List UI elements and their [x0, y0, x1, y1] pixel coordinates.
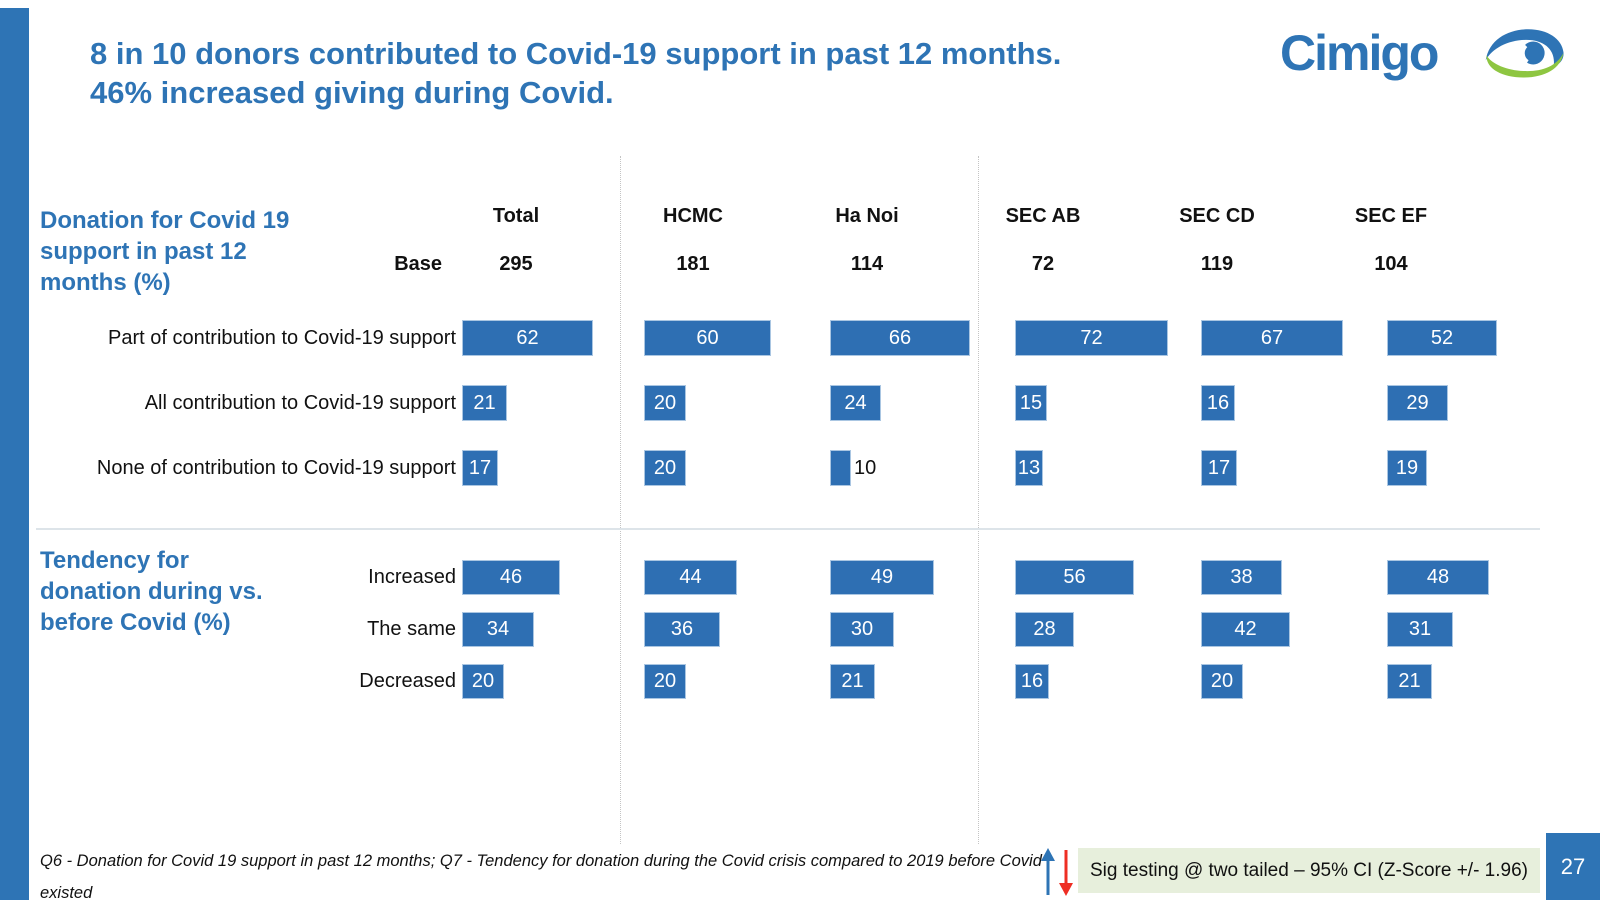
bar: 49 [830, 560, 934, 595]
row-label: None of contribution to Covid-19 support [96, 457, 456, 479]
bar: 13 [1015, 450, 1043, 486]
bar: 15 [1015, 385, 1047, 421]
bar: 72 [1015, 320, 1168, 356]
sig-arrow-down-icon [1059, 883, 1073, 896]
base-value: 114 [850, 253, 884, 275]
bar: 42 [1201, 612, 1290, 647]
bar: 16 [1015, 664, 1049, 699]
bar: 56 [1015, 560, 1134, 595]
row-label: The same [367, 618, 456, 640]
column-header: SEC AB [1005, 205, 1081, 227]
bar: 31 [1387, 612, 1453, 647]
bar: 29 [1387, 385, 1448, 421]
bar: 20 [644, 450, 686, 486]
bar: 48 [1387, 560, 1489, 595]
footnote-line2: existed [40, 884, 93, 902]
cimigo-logo-text: Cimigo [1280, 25, 1439, 81]
column-header: Total [492, 205, 540, 227]
bar: 20 [644, 664, 686, 699]
slide-title: 8 in 10 donors contributed to Covid-19 s… [90, 34, 1290, 112]
bar: 16 [1201, 385, 1235, 421]
section-separator-line [36, 528, 1540, 530]
bar: 52 [1387, 320, 1497, 356]
bar: 28 [1015, 612, 1074, 647]
bar: 67 [1201, 320, 1343, 356]
bar: 17 [462, 450, 498, 486]
section1-heading: Donation for Covid 19 support in past 12… [40, 207, 290, 296]
bar: 30 [830, 612, 894, 647]
bar: 36 [644, 612, 720, 647]
bar: 24 [830, 385, 881, 421]
column-header: HCMC [663, 205, 723, 227]
bar: 20 [1201, 664, 1243, 699]
bar: 17 [1201, 450, 1237, 486]
column-header: SEC CD [1179, 205, 1255, 227]
bar: 19 [1387, 450, 1427, 486]
bar: 60 [644, 320, 771, 356]
base-value: 181 [676, 253, 710, 275]
slide-title-line2: 46% increased giving during Covid. [90, 75, 614, 110]
column-separator-line [978, 156, 979, 844]
bar: 44 [644, 560, 737, 595]
row-label: All contribution to Covid-19 support [144, 392, 456, 414]
base-value: 119 [1200, 253, 1234, 275]
row-label: Part of contribution to Covid-19 support [108, 327, 456, 349]
base-label: Base [394, 253, 442, 275]
column-header: SEC EF [1354, 205, 1428, 227]
bar-value-outside: 10 [854, 457, 877, 479]
left-accent-stripe [0, 8, 29, 900]
row-label: Decreased [359, 670, 456, 692]
section2-heading: Tendency for donation during vs. before … [40, 547, 263, 636]
bar: 20 [644, 385, 686, 421]
column-separator-line [620, 156, 621, 844]
bar: 38 [1201, 560, 1282, 595]
base-value: 104 [1374, 253, 1408, 275]
sig-testing-note: Sig testing @ two tailed – 95% CI (Z-Sco… [1078, 848, 1540, 893]
bar: 66 [830, 320, 970, 356]
cimigo-eye-icon [1485, 29, 1564, 78]
column-header: Ha Noi [835, 205, 899, 227]
bar: 20 [462, 664, 504, 699]
bar: 46 [462, 560, 560, 595]
footnote-line1: Q6 - Donation for Covid 19 support in pa… [40, 852, 1042, 870]
base-value: 295 [499, 253, 533, 275]
bar: 62 [462, 320, 593, 356]
bar: 21 [830, 664, 875, 699]
page-number-badge: 27 [1546, 833, 1600, 900]
base-value: 72 [1031, 253, 1055, 275]
sig-arrow-up-icon [1041, 848, 1055, 861]
row-label: Increased [368, 566, 456, 588]
bar: 21 [1387, 664, 1432, 699]
sig-arrows-icon [1041, 848, 1073, 896]
slide-title-line1: 8 in 10 donors contributed to Covid-19 s… [90, 36, 1062, 71]
bar [830, 450, 851, 486]
bar: 21 [462, 385, 507, 421]
bar: 34 [462, 612, 534, 647]
